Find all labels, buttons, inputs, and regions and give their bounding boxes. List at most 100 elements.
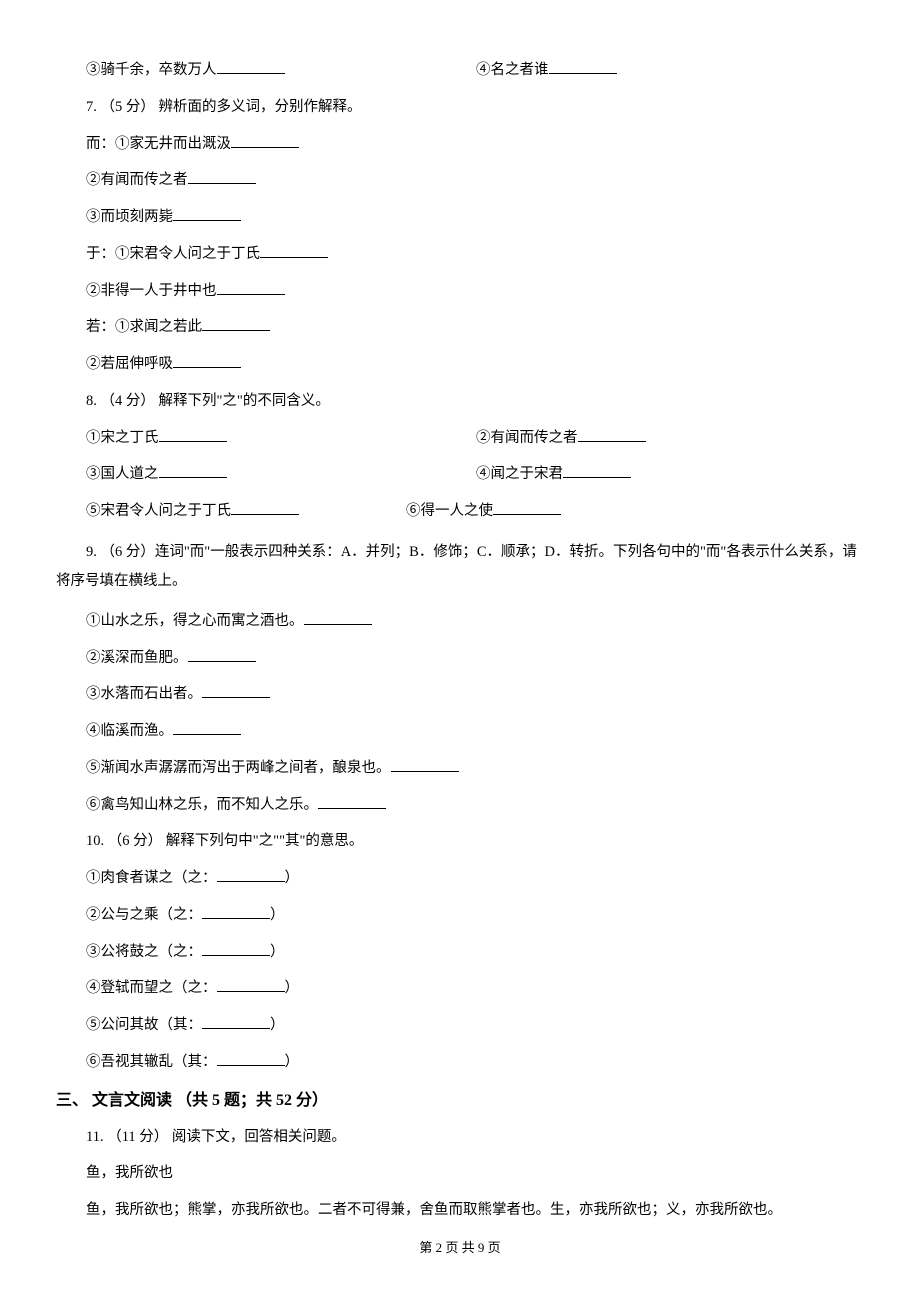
q7-yu1-text: 于：①宋君令人问之于丁氏 (86, 246, 260, 262)
blank (188, 648, 256, 661)
blank (217, 281, 285, 294)
blank (202, 318, 270, 331)
q9-i3: ③水落而石出者。 (56, 684, 864, 706)
q11-body: 鱼，我所欲也；熊掌，亦我所欲也。二者不可得兼，舍鱼而取熊掌者也。生，亦我所欲也；… (56, 1200, 864, 1222)
q7-yu2: ②非得一人于井中也 (56, 281, 864, 303)
q10-i3: ③公将鼓之（之： ） (56, 942, 864, 964)
blank (217, 979, 285, 992)
q7-er3-text: ③而顷刻两毙 (86, 209, 173, 225)
q10-close: ） (285, 980, 300, 996)
q9-i2-text: ②溪深而鱼肥。 (86, 650, 188, 666)
q10-i6: ⑥吾视其辙乱（其： ） (56, 1052, 864, 1074)
q8-row3: ⑤宋君令人问之于丁氏 ⑥得一人之使 (56, 501, 864, 523)
q7-intro: 7. （5 分） 辨析面的多义词，分别作解释。 (56, 97, 864, 119)
q10-i4-text: ④登轼而望之（之： (86, 980, 217, 996)
q8-i4-text: ④闻之于宋君 (476, 466, 563, 482)
q6-opt3-text: ③骑千余，卒数万人 (86, 62, 217, 78)
q9-i6-text: ⑥禽鸟知山林之乐，而不知人之乐。 (86, 797, 318, 813)
q10-close: ） (285, 870, 300, 886)
q8-i4: ④闻之于宋君 (476, 464, 864, 486)
q8-i6-text: ⑥得一人之使 (406, 503, 493, 519)
blank (217, 61, 285, 74)
q10-i5: ⑤公问其故（其： ） (56, 1015, 864, 1037)
q10-close: ） (270, 944, 285, 960)
q9-i1-text: ①山水之乐，得之心而寓之酒也。 (86, 613, 304, 629)
q10-i4: ④登轼而望之（之： ） (56, 978, 864, 1000)
q9-intro: 9. （6 分）连词"而"一般表示四种关系：A．并列；B．修饰；C．顺承；D．转… (56, 538, 864, 596)
q8-row2: ③国人道之 ④闻之于宋君 (56, 464, 864, 486)
blank (231, 502, 299, 515)
q10-intro: 10. （6 分） 解释下列句中"之""其"的意思。 (56, 831, 864, 853)
q7-er1: 而：①家无井而出溉汲 (56, 134, 864, 156)
q8-row1: ①宋之丁氏 ②有闻而传之者 (56, 428, 864, 450)
blank (391, 759, 459, 772)
q8-i3-text: ③国人道之 (86, 466, 159, 482)
q10-i1-text: ①肉食者谋之（之： (86, 870, 217, 886)
blank (173, 722, 241, 735)
q6-opt3: ③骑千余，卒数万人 (86, 60, 476, 82)
q10-i2-text: ②公与之乘（之： (86, 907, 202, 923)
q10-close: ） (270, 1017, 285, 1033)
blank (217, 1053, 285, 1066)
q10-i6-text: ⑥吾视其辙乱（其： (86, 1054, 217, 1070)
q8-i5-text: ⑤宋君令人问之于丁氏 (86, 503, 231, 519)
q6-opt4: ④名之者谁 (476, 60, 864, 82)
q8-i2: ②有闻而传之者 (476, 428, 864, 450)
q6-opt4-text: ④名之者谁 (476, 62, 549, 78)
q7-er2-text: ②有闻而传之者 (86, 172, 188, 188)
q10-close: ） (270, 907, 285, 923)
blank (563, 465, 631, 478)
q6-options-row: ③骑千余，卒数万人 ④名之者谁 (56, 60, 864, 82)
q7-yu1: 于：①宋君令人问之于丁氏 (56, 244, 864, 266)
q7-er1-text: 而：①家无井而出溉汲 (86, 136, 231, 152)
q9-i5-text: ⑤渐闻水声潺潺而泻出于两峰之间者，酿泉也。 (86, 760, 391, 776)
q8-i1: ①宋之丁氏 (86, 428, 476, 450)
q10-i2: ②公与之乘（之： ） (56, 905, 864, 927)
q8-i6: ⑥得一人之使 (406, 501, 864, 523)
section-3-header: 三、 文言文阅读 （共 5 题；共 52 分） (56, 1089, 864, 1113)
blank (493, 502, 561, 515)
blank (202, 685, 270, 698)
blank (217, 869, 285, 882)
blank (202, 942, 270, 955)
q8-intro: 8. （4 分） 解释下列"之"的不同含义。 (56, 391, 864, 413)
document-page: ③骑千余，卒数万人 ④名之者谁 7. （5 分） 辨析面的多义词，分别作解释。 … (0, 0, 920, 1287)
q10-i3-text: ③公将鼓之（之： (86, 944, 202, 960)
q8-i5: ⑤宋君令人问之于丁氏 (86, 501, 406, 523)
blank (549, 61, 617, 74)
page-footer: 第 2 页 共 9 页 (56, 1238, 864, 1258)
q7-ruo2: ②若屈伸呼吸 (56, 354, 864, 376)
q9-i4: ④临溪而渔。 (56, 721, 864, 743)
q9-i3-text: ③水落而石出者。 (86, 686, 202, 702)
q9-i1: ①山水之乐，得之心而寓之酒也。 (56, 611, 864, 633)
blank (173, 208, 241, 221)
q11-title: 鱼，我所欲也 (56, 1163, 864, 1185)
blank (578, 428, 646, 441)
blank (159, 465, 227, 478)
q8-i3: ③国人道之 (86, 464, 476, 486)
q11-intro: 11. （11 分） 阅读下文，回答相关问题。 (56, 1127, 864, 1149)
q7-yu2-text: ②非得一人于井中也 (86, 283, 217, 299)
blank (202, 1016, 270, 1029)
q7-ruo2-text: ②若屈伸呼吸 (86, 356, 173, 372)
q9-i6: ⑥禽鸟知山林之乐，而不知人之乐。 (56, 795, 864, 817)
q10-close: ） (285, 1054, 300, 1070)
blank (231, 134, 299, 147)
blank (188, 171, 256, 184)
blank (260, 245, 328, 258)
q8-i2-text: ②有闻而传之者 (476, 430, 578, 446)
q7-ruo1-text: 若：①求闻之若此 (86, 319, 202, 335)
q9-i5: ⑤渐闻水声潺潺而泻出于两峰之间者，酿泉也。 (56, 758, 864, 780)
blank (173, 355, 241, 368)
blank (304, 612, 372, 625)
q7-er3: ③而顷刻两毙 (56, 207, 864, 229)
q9-i2: ②溪深而鱼肥。 (56, 648, 864, 670)
q9-i4-text: ④临溪而渔。 (86, 723, 173, 739)
blank (159, 428, 227, 441)
q10-i1: ①肉食者谋之（之： ） (56, 868, 864, 890)
q7-ruo1: 若：①求闻之若此 (56, 317, 864, 339)
blank (318, 795, 386, 808)
q7-er2: ②有闻而传之者 (56, 170, 864, 192)
q8-i1-text: ①宋之丁氏 (86, 430, 159, 446)
q10-i5-text: ⑤公问其故（其： (86, 1017, 202, 1033)
